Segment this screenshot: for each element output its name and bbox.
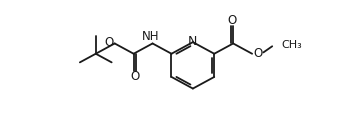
Text: CH₃: CH₃ [281,40,302,50]
Text: NH: NH [142,30,160,43]
Text: O: O [104,36,113,49]
Text: O: O [227,14,236,27]
Text: O: O [130,70,139,83]
Text: O: O [254,47,263,60]
Text: N: N [188,35,198,48]
